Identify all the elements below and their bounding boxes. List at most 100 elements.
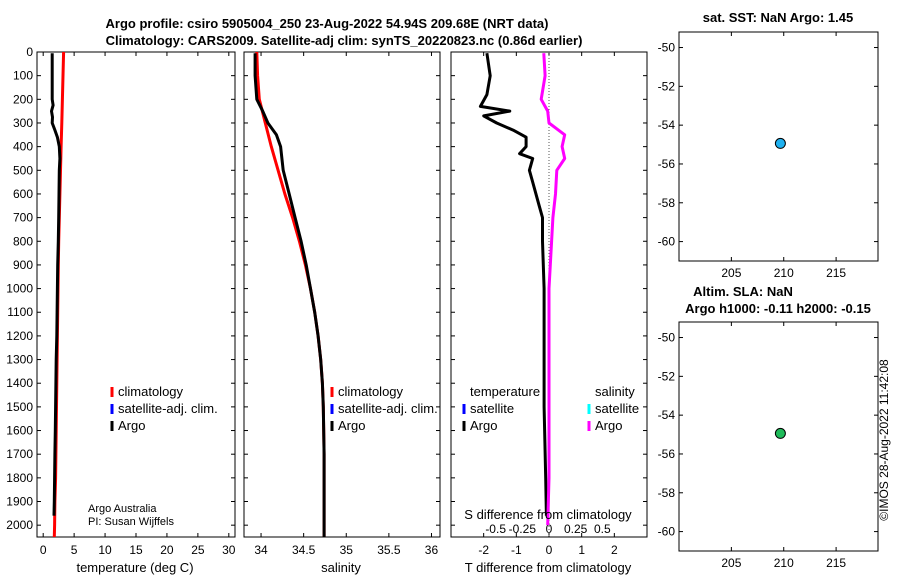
x-top-tick-label: 0.5: [594, 522, 611, 536]
legend-climatology: climatology: [118, 384, 184, 399]
x-tick-label: -2: [478, 543, 489, 557]
y-tick-label: -58: [658, 196, 676, 210]
legend-argo: Argo: [118, 418, 145, 433]
sst-title: sat. SST: NaN Argo: 1.45: [703, 10, 854, 25]
y-tick-label: 900: [13, 258, 33, 272]
x-tick-label: 205: [721, 556, 741, 570]
y-tick-label: 700: [13, 211, 33, 225]
series-line-climatology: [255, 51, 326, 537]
y-tick-label: -50: [658, 331, 676, 345]
y-tick-label: 1800: [6, 471, 33, 485]
x-tick-label: 210: [774, 556, 794, 570]
x-tick-label: 35: [340, 543, 354, 557]
x-tick-label: 215: [826, 266, 846, 280]
y-tick-label: -60: [658, 235, 676, 249]
y-tick-label: 300: [13, 116, 33, 130]
y-tick-label: 1600: [6, 424, 33, 438]
y-tick-label: 400: [13, 140, 33, 154]
x-top-tick-label: -0.5: [485, 522, 506, 536]
salinity-panel: 34 34.5 35 35.5 36: [243, 51, 441, 557]
temperature-panel: 0 100 200 300 400 500 600 700 800 900 1000 1100 1200…: [6, 45, 236, 557]
x-tick-label: 34.5: [292, 543, 316, 557]
plot-frame: [36, 51, 236, 538]
main-title-line1: Argo profile: csiro 5905004_250 23-Aug-2…: [106, 16, 549, 31]
map-frame: [678, 31, 879, 262]
x-tick-label: 215: [826, 556, 846, 570]
y-tick-label: 200: [13, 92, 33, 106]
y-tick-label: -60: [658, 525, 676, 539]
y-tick-label: -58: [658, 486, 676, 500]
x-top-tick-label: 0.25: [564, 522, 588, 536]
legend-argo: Argo: [338, 418, 365, 433]
y-tick-label: 1100: [7, 305, 33, 319]
salinity-xlabel: salinity: [321, 560, 361, 575]
y-tick-label: -52: [658, 369, 676, 383]
y-tick-label: -56: [658, 447, 676, 461]
y-tick-label: 500: [13, 163, 33, 177]
legend-t-argo: Argo: [470, 418, 497, 433]
x-tick-label: 34: [254, 543, 268, 557]
y-tick-label: -50: [658, 41, 676, 55]
x-tick-label: 210: [774, 266, 794, 280]
x-tick-label: 25: [191, 543, 205, 557]
x-tick-label: 30: [222, 543, 236, 557]
x-tick-label: 1: [578, 543, 585, 557]
temperature-xlabel: temperature (deg C): [76, 560, 193, 575]
x-tick-label: 36: [425, 543, 439, 557]
series-line-argo: [253, 53, 326, 537]
y-tick-label: 1300: [6, 353, 33, 367]
legend-t-satellite: satellite: [470, 401, 514, 416]
series-line-t-argo-clim: [478, 52, 548, 516]
y-tick-label: 1200: [6, 329, 33, 343]
y-tick-label: 600: [13, 187, 33, 201]
credit-line2: PI: Susan Wijffels: [88, 516, 174, 528]
sla-title: Altim. SLA: NaN: [693, 284, 793, 299]
legend-temperature-header: temperature: [470, 384, 540, 399]
main-title-line2: Climatology: CARS2009. Satellite-adj cli…: [106, 33, 583, 48]
legend-salinity-header: salinity: [595, 384, 635, 399]
x-tick-label: 10: [98, 543, 112, 557]
y-tick-label: -54: [658, 118, 676, 132]
y-tick-label: 800: [13, 234, 33, 248]
credit-line1: Argo Australia: [88, 503, 157, 515]
imos-timestamp: ©IMOS 28-Aug-2022 11:42:08: [877, 359, 891, 521]
x-tick-label: 205: [721, 266, 741, 280]
sla-map-panel: -50 -52 -54 -56 -58 -60 205 210 215: [658, 321, 879, 570]
x-tick-label: 0: [40, 543, 47, 557]
y-tick-label: 100: [13, 69, 33, 83]
y-tick-label: -54: [658, 408, 676, 422]
legend-climatology: climatology: [338, 384, 404, 399]
legend-s-satellite: satellite: [595, 401, 639, 416]
difference-legend: temperature satellite Argo salinity sate…: [462, 384, 639, 433]
salinity-legend: climatology satellite-adj. clim. Argo: [330, 384, 438, 433]
y-tick-label: 1500: [6, 400, 33, 414]
y-tick-label: 1000: [6, 282, 33, 296]
x-tick-label: 35.5: [377, 543, 401, 557]
x-tick-label: 20: [160, 543, 174, 557]
series-line-s-argo-clim: [539, 53, 567, 526]
map-frame: [678, 321, 879, 552]
t-difference-xlabel: T difference from climatology: [465, 560, 632, 575]
x-top-tick-label: -0.25: [509, 522, 537, 536]
argo-location-marker: [774, 427, 786, 439]
legend-satellite-adj: satellite-adj. clim.: [118, 401, 218, 416]
y-tick-label: 1400: [6, 376, 33, 390]
y-tick-label: 1900: [6, 495, 33, 509]
y-tick-label: -52: [658, 79, 676, 93]
plot-frame: [243, 51, 441, 538]
x-tick-label: -1: [511, 543, 522, 557]
argo-location-marker: [774, 137, 786, 149]
sst-map-panel: -50 -52 -54 -56 -58 -60 205 210 215: [658, 31, 879, 280]
x-tick-label: 5: [71, 543, 78, 557]
series-line-argo: [50, 53, 62, 516]
x-tick-label: 0: [546, 543, 553, 557]
argo-height-title: Argo h1000: -0.11 h2000: -0.15: [685, 301, 871, 316]
s-difference-xlabel: S difference from climatology: [464, 507, 632, 522]
y-tick-label: 2000: [6, 518, 33, 532]
x-tick-label: 15: [129, 543, 143, 557]
x-tick-label: 2: [611, 543, 618, 557]
temperature-legend: climatology satellite-adj. clim. Argo: [110, 384, 218, 433]
legend-s-argo: Argo: [595, 418, 622, 433]
